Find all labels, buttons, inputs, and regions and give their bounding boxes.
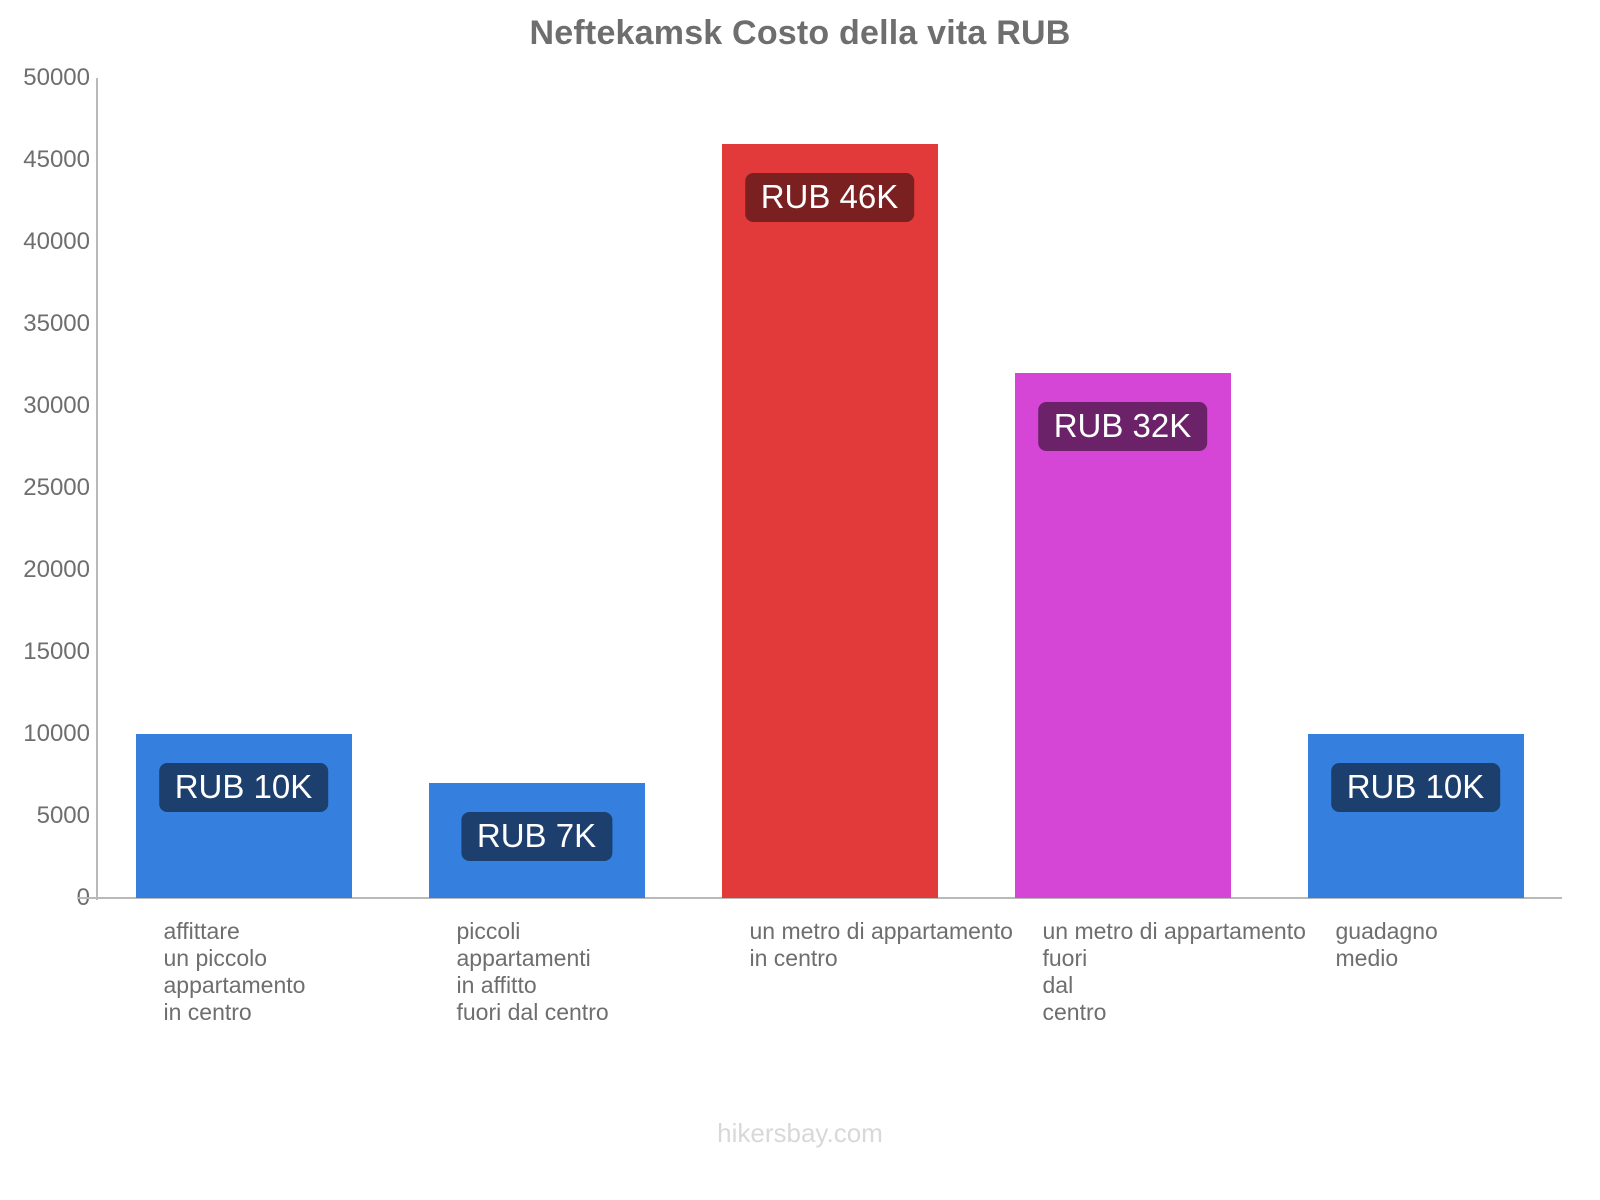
watermark: hikersbay.com (717, 1118, 883, 1148)
x-axis-category-label: affittare un piccolo appartamento in cen… (163, 918, 306, 1025)
bar-group[interactable]: RUB 32K (1014, 78, 1231, 898)
x-axis-category-labels: affittare un piccolo appartamento in cen… (97, 918, 1562, 1058)
bar-group[interactable]: RUB 10K (1307, 78, 1524, 898)
bar-group[interactable]: RUB 7K (428, 78, 645, 898)
y-axis-tick-label: 15000 (23, 638, 90, 665)
y-axis-tick-label: 45000 (23, 146, 90, 173)
bar[interactable] (1014, 373, 1231, 898)
y-axis-tick-label: 40000 (23, 228, 90, 255)
bar-group[interactable]: RUB 46K (721, 78, 938, 898)
chart-title: Neftekamsk Costo della vita RUB (529, 14, 1071, 52)
y-axis-tick-label: 50000 (23, 64, 90, 91)
bar[interactable] (721, 143, 938, 898)
y-axis-tick-label: 35000 (23, 310, 90, 337)
plot-area: RUB 10K RUB 7K RUB 46K RUB 32K RUB 10K (97, 78, 1562, 898)
y-axis: 0 5000 10000 15000 20000 25000 30000 35000 40000… (0, 0, 90, 1200)
x-axis-line (78, 897, 1562, 899)
bar-value-label: RUB 10K (1330, 763, 1501, 812)
y-axis-tick-label: 25000 (23, 474, 90, 501)
x-axis-category-label: guadagno medio (1335, 918, 1438, 971)
y-axis-tick-label: 20000 (23, 556, 90, 583)
x-axis-category-label: un metro di appartamento fuori dal centr… (1042, 918, 1306, 1025)
y-axis-line (96, 78, 98, 900)
y-axis-tick-label: 30000 (23, 392, 90, 419)
bar-value-label: RUB 10K (158, 763, 329, 812)
bar-value-label: RUB 32K (1037, 402, 1208, 452)
bar-value-label: RUB 7K (460, 812, 613, 862)
bar[interactable] (1307, 734, 1524, 898)
bar-value-label: RUB 46K (744, 172, 915, 222)
y-axis-tick-label: 10000 (23, 720, 90, 747)
x-axis-category-label: un metro di appartamento in centro (749, 918, 1013, 971)
bar[interactable] (135, 734, 352, 898)
bar-group[interactable]: RUB 10K (135, 78, 352, 898)
x-axis-category-label: piccoli appartamenti in affitto fuori da… (456, 918, 609, 1025)
y-axis-tick-label: 5000 (36, 802, 90, 829)
